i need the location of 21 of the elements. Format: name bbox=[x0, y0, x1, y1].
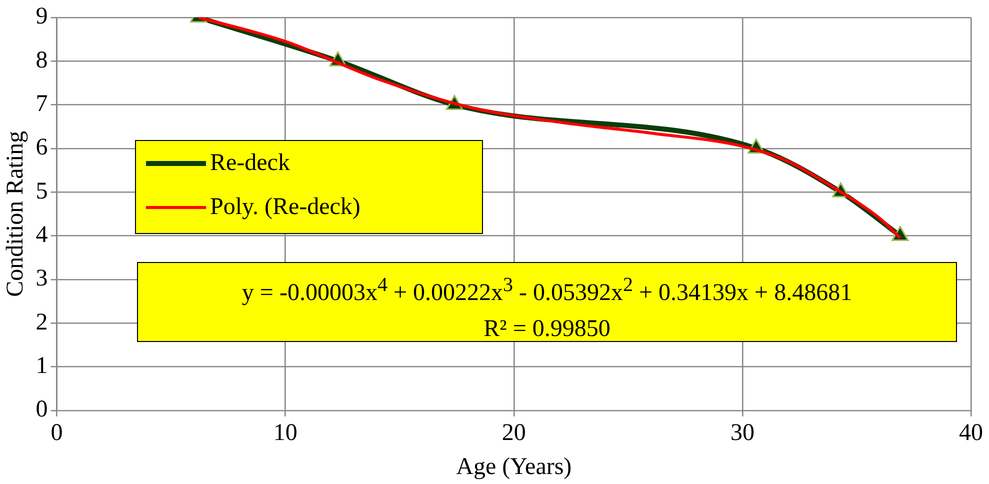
y-tick-label: 1 bbox=[36, 353, 48, 380]
legend-label: Poly. (Re-deck) bbox=[210, 194, 360, 220]
y-tick-label: 5 bbox=[36, 178, 48, 204]
legend-label: Re-deck bbox=[210, 150, 290, 176]
y-tick-label: 0 bbox=[36, 396, 48, 423]
y-tick-label: 3 bbox=[36, 266, 48, 292]
x-tick-label: 20 bbox=[502, 420, 526, 446]
x-axis-title: Age (Years) bbox=[456, 454, 572, 480]
y-tick-label: 7 bbox=[36, 91, 48, 118]
y-axis-title: Condition Rating bbox=[2, 130, 29, 297]
x-tick-label: 10 bbox=[273, 420, 298, 446]
x-tick-label: 40 bbox=[959, 420, 983, 446]
y-tick-label: 6 bbox=[36, 134, 48, 161]
equation-box: y = -0.00003x$^{4}$ + 0.00222x$^{3}$ - 0.05392x$^{2}$ + 0.34139x + 8.48681 R² = 0.99850 bbox=[137, 262, 957, 342]
y-tick-label: 4 bbox=[36, 222, 48, 248]
y-tick-label: 9 bbox=[36, 4, 48, 30]
y-tick-label: 8 bbox=[36, 47, 48, 74]
annotation: y = -0.00003x$^{4}$ + 0.00222x$^{3}$ - 0.05392x$^{2}$ + 0.34139x + 8.48681 bbox=[240, 273, 854, 308]
y-tick-label: 2 bbox=[36, 309, 48, 336]
annotation: R² = 0.99850 bbox=[482, 315, 612, 344]
x-tick-label: 30 bbox=[730, 420, 754, 446]
